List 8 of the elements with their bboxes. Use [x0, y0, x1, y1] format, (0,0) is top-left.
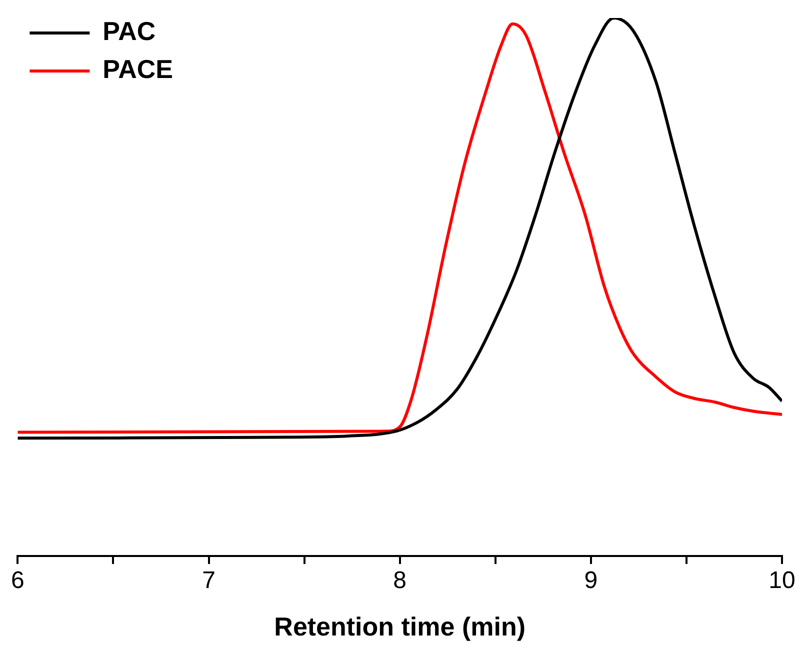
legend-label: PACE [102, 54, 173, 84]
x-tick-label: 9 [584, 567, 598, 594]
x-tick-label: 8 [393, 567, 407, 594]
x-axis-title: Retention time (min) [274, 612, 526, 642]
x-tick-label: 6 [10, 567, 24, 594]
legend-label: PAC [102, 16, 156, 46]
x-tick-label: 7 [202, 567, 216, 594]
x-tick-label: 10 [768, 567, 796, 594]
